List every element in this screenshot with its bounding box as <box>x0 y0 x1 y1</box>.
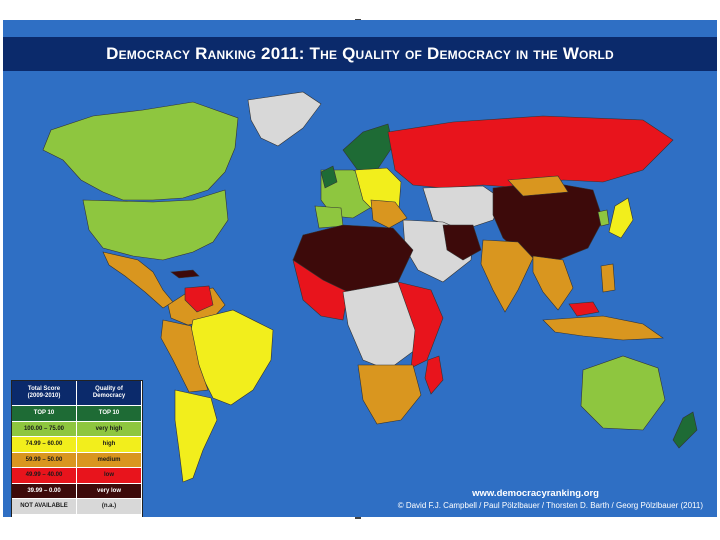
region-venezuela <box>184 285 214 313</box>
region-china <box>492 181 604 261</box>
legend-score: 74.99 – 60.00 <box>12 437 77 452</box>
region-iran <box>442 224 482 261</box>
region-cuba <box>170 269 200 279</box>
region-central-asia <box>422 185 504 231</box>
authors-credit: © David F.J. Campbell / Paul Pölzlbauer … <box>397 501 703 510</box>
region-new-zealand <box>672 411 698 449</box>
legend-quality: low <box>77 468 142 483</box>
source-url: www.democracyranking.org <box>472 488 599 499</box>
legend-row-very-high: 100.00 – 75.00 very high <box>12 420 142 436</box>
legend-score: NOT AVAILABLE <box>12 499 77 514</box>
legend-score: 39.99 – 0.00 <box>12 483 77 498</box>
legend-row-low: 49.99 – 40.00 low <box>12 467 142 483</box>
legend-score: 59.99 – 50.00 <box>12 452 77 467</box>
legend-quality: very low <box>77 483 142 498</box>
region-japan <box>608 197 634 239</box>
legend-header: Total Score (2009-2010) Quality of Democ… <box>12 381 142 405</box>
region-usa <box>82 189 229 261</box>
region-russia <box>387 115 674 189</box>
region-korea <box>597 209 610 227</box>
region-mongolia <box>507 175 569 197</box>
legend-quality: high <box>77 437 142 452</box>
region-madagascar <box>424 355 444 395</box>
map-title: Democracy Ranking 2011: The Quality of D… <box>3 37 717 71</box>
legend-rows: TOP 10 TOP 10 100.00 – 75.00 very high 7… <box>12 405 142 514</box>
region-australia <box>580 355 666 431</box>
world-map <box>42 91 698 483</box>
legend-quality: medium <box>77 452 142 467</box>
region-southern-africa <box>357 364 422 425</box>
legend-header-quality: Quality of Democracy <box>77 381 142 405</box>
region-east-africa <box>397 281 444 369</box>
legend-row-top10: TOP 10 TOP 10 <box>12 405 142 421</box>
legend-quality: TOP 10 <box>77 406 142 421</box>
map-frame: Democracy Ranking 2011: The Quality of D… <box>3 20 717 517</box>
region-peru-bolivia <box>160 319 209 393</box>
region-greenland <box>247 91 322 147</box>
legend-quality: (n.a.) <box>77 499 142 514</box>
map-legend: Total Score (2009-2010) Quality of Democ… <box>11 380 143 517</box>
region-philippines <box>600 263 616 293</box>
region-southern-cone <box>174 389 218 483</box>
region-india <box>480 239 534 313</box>
legend-quality: very high <box>77 421 142 436</box>
region-indonesia <box>542 315 664 341</box>
region-iberia <box>314 205 344 229</box>
region-malaysia <box>568 301 600 317</box>
region-scandinavia <box>342 123 394 173</box>
region-canada <box>42 101 239 201</box>
legend-header-score: Total Score (2009-2010) <box>12 381 77 405</box>
legend-row-not-available: NOT AVAILABLE (n.a.) <box>12 498 142 514</box>
legend-row-very-low: 39.99 – 0.00 very low <box>12 482 142 498</box>
region-uk <box>320 165 338 189</box>
legend-row-medium: 59.99 – 50.00 medium <box>12 451 142 467</box>
legend-score: 49.99 – 40.00 <box>12 468 77 483</box>
region-southeast-asia <box>532 255 574 311</box>
region-west-africa <box>292 259 349 321</box>
region-balkans <box>370 199 408 229</box>
region-mexico <box>102 251 174 309</box>
legend-row-high: 74.99 – 60.00 high <box>12 436 142 452</box>
bottom-tick-mark <box>355 516 361 519</box>
legend-score: TOP 10 <box>12 406 77 421</box>
legend-score: 100.00 – 75.00 <box>12 421 77 436</box>
